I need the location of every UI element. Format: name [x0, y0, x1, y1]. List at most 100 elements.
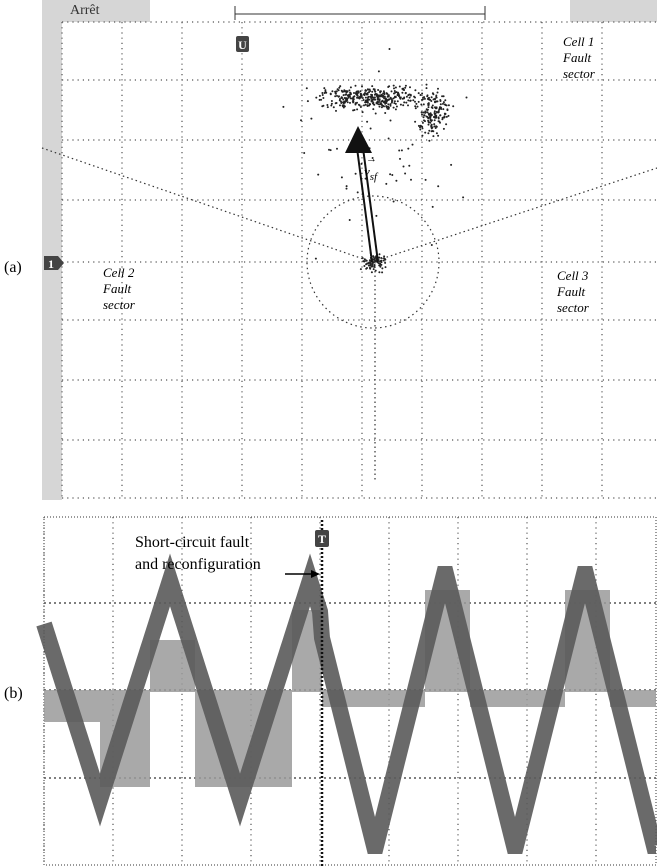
scatter-dot	[405, 102, 407, 104]
scatter-dot	[423, 114, 425, 116]
scatter-dot	[391, 102, 393, 104]
scatter-dot	[428, 106, 430, 108]
scatter-dot	[306, 87, 308, 89]
scatter-dot	[380, 257, 382, 259]
scatter-dot	[393, 102, 395, 104]
scatter-dot	[401, 92, 403, 94]
cell-2-label: Cell 2 Fault sector	[102, 265, 136, 312]
scatter-dot	[414, 89, 416, 91]
scatter-dot	[381, 106, 383, 108]
scatter-dot	[437, 185, 439, 187]
scatter-dot	[431, 96, 433, 98]
scatter-dot	[393, 107, 395, 109]
scatter-dot	[331, 103, 333, 105]
scatter-dot	[427, 132, 429, 134]
scatter-dot	[379, 98, 381, 100]
scatter-dot	[396, 106, 398, 108]
scatter-dot	[351, 98, 353, 100]
cell-line: Fault	[102, 281, 132, 296]
scatter-dot	[424, 120, 426, 122]
scatter-dot	[443, 128, 445, 130]
scatter-dot	[384, 258, 386, 260]
scatter-dot	[338, 87, 340, 89]
scatter-dot	[387, 99, 389, 101]
scatter-dot	[421, 135, 423, 137]
scatter-dot	[331, 90, 333, 92]
scatter-dot	[358, 104, 360, 106]
scatter-dot	[422, 122, 424, 124]
scatter-dot	[379, 253, 381, 255]
scatter-dot	[438, 118, 440, 120]
scatter-dot	[450, 164, 452, 166]
scatter-dot	[389, 173, 391, 175]
marker-left-text: 1	[48, 257, 54, 271]
scatter-dot	[388, 138, 390, 140]
scatter-dot	[369, 267, 371, 269]
scatter-dot	[395, 108, 397, 110]
cell-line: Fault	[562, 50, 592, 65]
scatter-dot	[439, 122, 441, 124]
marker-top-text: U	[238, 38, 247, 52]
scatter-dot	[379, 264, 381, 266]
cell-line: sector	[103, 297, 136, 312]
scatter-dot	[355, 173, 357, 175]
scatter-dot	[360, 96, 362, 98]
scatter-dot	[371, 101, 373, 103]
figure: Arrêt vsf → Cell 1 Fault sector Cell 2 F…	[0, 0, 657, 866]
cell-line: sector	[557, 300, 590, 315]
scatter-dot	[407, 104, 409, 106]
scatter-dot	[382, 95, 384, 97]
scatter-dot	[434, 119, 436, 121]
scatter-dot	[330, 105, 332, 107]
top-label: Arrêt	[70, 3, 100, 18]
scatter-dot	[443, 117, 445, 119]
scatter-dot	[361, 163, 363, 165]
scatter-dot	[379, 92, 381, 94]
scatter-dot	[379, 103, 381, 105]
scatter-dot	[433, 125, 435, 127]
panel-label: (a)	[4, 259, 22, 276]
scatter-dot	[445, 104, 447, 106]
scatter-dot	[282, 106, 284, 108]
scatter-dot	[346, 185, 348, 187]
scatter-dot	[432, 206, 434, 208]
scatter-dot	[339, 104, 341, 106]
scatter-dot	[353, 92, 355, 94]
scatter-dot	[365, 97, 367, 99]
scatter-dot	[360, 106, 362, 108]
scatter-dot	[418, 92, 420, 94]
scatter-dot	[315, 258, 317, 260]
cell-1-label: Cell 1 Fault sector	[562, 34, 596, 81]
scatter-dot	[444, 99, 446, 101]
scatter-dot	[336, 148, 338, 150]
scatter-dot	[407, 94, 409, 96]
cell-line: sector	[563, 66, 596, 81]
scatter-dot	[387, 86, 389, 88]
scatter-dot	[436, 97, 438, 99]
scatter-dot	[443, 101, 445, 103]
scatter-dot	[420, 104, 422, 106]
scatter-dot	[370, 96, 372, 98]
scatter-dot	[377, 97, 379, 99]
scatter-dot	[409, 100, 411, 102]
scatter-dot	[376, 95, 378, 97]
scatter-dot	[370, 128, 372, 130]
scatter-dot	[448, 104, 450, 106]
scatter-dot	[435, 127, 437, 129]
panel-label: (b)	[4, 685, 23, 702]
cell-name: Cell 1	[563, 34, 594, 49]
scatter-dot	[371, 271, 373, 273]
scatter-dot	[447, 109, 449, 111]
scatter-dot	[393, 201, 395, 203]
scatter-dot	[343, 94, 345, 96]
scatter-dot	[436, 132, 438, 134]
scatter-dot	[335, 102, 337, 104]
scatter-dot	[430, 113, 432, 115]
scatter-dot	[336, 95, 338, 97]
scatter-dot	[431, 127, 433, 129]
scatter-dot	[387, 103, 389, 105]
scatter-dot	[402, 89, 404, 91]
scatter-dot	[400, 98, 402, 100]
scatter-dot	[406, 96, 408, 98]
scatter-dot	[409, 97, 411, 99]
